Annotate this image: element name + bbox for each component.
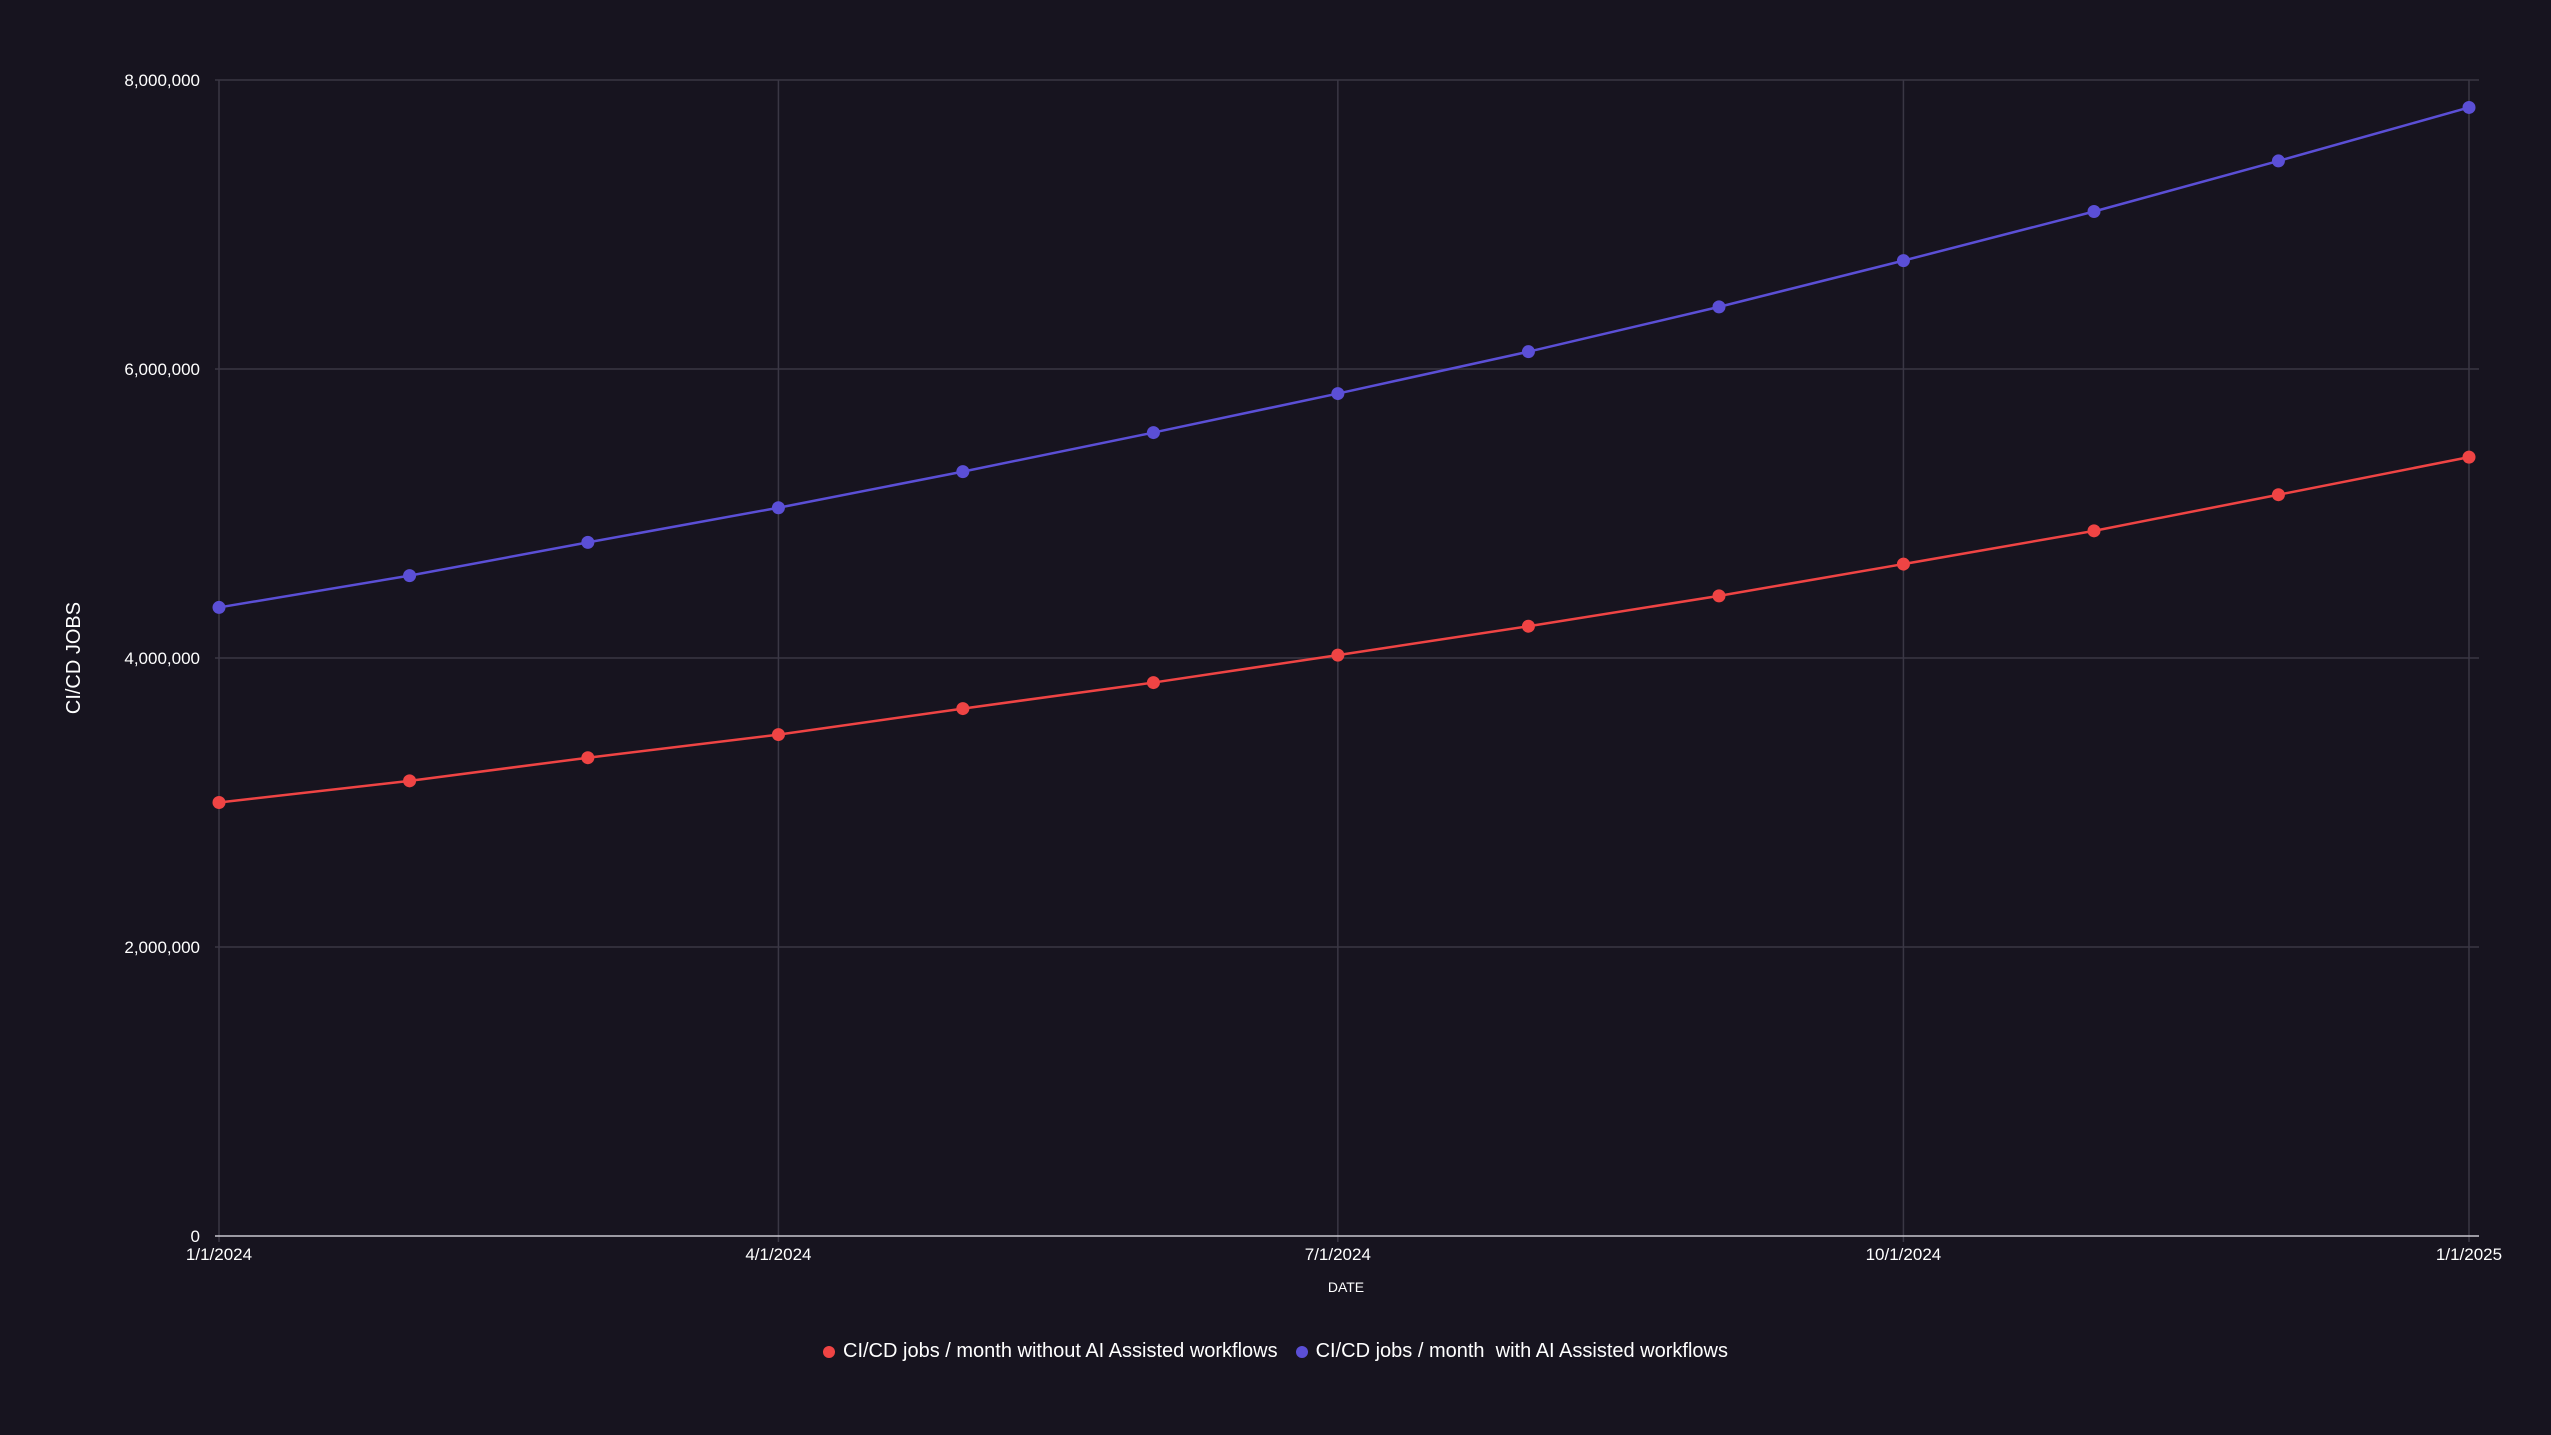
line-chart: 0 2,000,000 4,000,000 6,000,000 8,000,000 1/1… bbox=[63, 71, 2502, 1295]
data-point bbox=[403, 774, 417, 788]
data-point bbox=[1146, 676, 1160, 690]
x-tick-label: 10/1/2024 bbox=[1866, 1245, 1942, 1264]
data-point bbox=[2271, 488, 2285, 502]
series-line bbox=[218, 455, 2470, 804]
data-point bbox=[2087, 204, 2101, 218]
y-tick-label: 8,000,000 bbox=[124, 71, 200, 90]
data-point bbox=[581, 535, 595, 549]
data-point bbox=[956, 702, 970, 716]
legend-marker bbox=[823, 1345, 835, 1358]
data-point bbox=[212, 796, 226, 809]
data-point bbox=[956, 465, 970, 479]
data-point bbox=[771, 728, 785, 742]
data-point bbox=[581, 751, 595, 765]
y-tick-label: 4,000,000 bbox=[124, 649, 200, 668]
data-point bbox=[1896, 254, 1910, 268]
grid-layer bbox=[215, 79, 2479, 1242]
data-point bbox=[1712, 300, 1726, 314]
data-point bbox=[1896, 557, 1910, 571]
data-point bbox=[212, 600, 226, 614]
data-point bbox=[771, 501, 785, 515]
series-line bbox=[218, 106, 2470, 609]
legend-label: CI/CD jobs / month without AI Assisted w… bbox=[843, 1340, 1278, 1362]
data-point bbox=[1146, 426, 1160, 440]
legend-label: CI/CD jobs / month with AI Assisted work… bbox=[1315, 1340, 1728, 1362]
axis-layer: 0 2,000,000 4,000,000 6,000,000 8,000,000 1/1… bbox=[124, 71, 2502, 1264]
data-point bbox=[1521, 619, 1535, 633]
legend-item[interactable]: CI/CD jobs / month with AI Assisted work… bbox=[1295, 1340, 1728, 1363]
x-tick-label: 1/1/2024 bbox=[186, 1245, 252, 1264]
series-layer bbox=[212, 100, 2476, 809]
data-point bbox=[1712, 589, 1726, 603]
legend-item[interactable]: CI/CD jobs / month without AI Assisted w… bbox=[823, 1340, 1278, 1363]
y-tick-label: 0 bbox=[191, 1227, 200, 1246]
x-tick-label: 4/1/2024 bbox=[745, 1245, 811, 1264]
chart-legend: CI/CD jobs / month without AI Assisted w… bbox=[0, 1340, 2551, 1363]
data-point bbox=[2462, 450, 2476, 464]
y-axis-title: CI/CD JOBS bbox=[63, 602, 85, 714]
data-point bbox=[403, 569, 417, 583]
x-axis-title: DATE bbox=[1328, 1279, 1364, 1295]
x-tick-label: 1/1/2025 bbox=[2436, 1245, 2502, 1264]
data-point bbox=[1331, 648, 1345, 662]
data-point bbox=[1331, 387, 1345, 401]
y-tick-label: 2,000,000 bbox=[124, 938, 200, 957]
data-point bbox=[2462, 100, 2476, 114]
data-point bbox=[1521, 345, 1535, 359]
legend-marker bbox=[1295, 1345, 1308, 1358]
data-point bbox=[2087, 524, 2101, 538]
x-tick-label: 7/1/2024 bbox=[1305, 1245, 1371, 1264]
data-point bbox=[2271, 154, 2285, 168]
y-tick-label: 6,000,000 bbox=[124, 360, 200, 379]
